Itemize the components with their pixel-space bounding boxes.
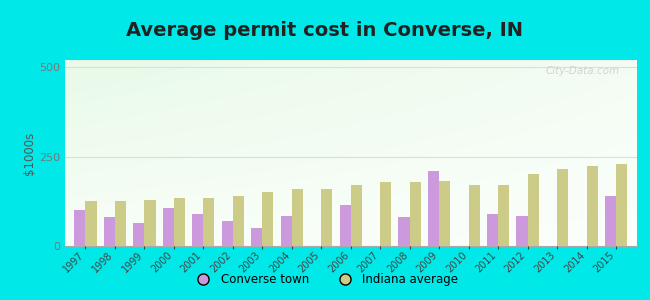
Bar (292, 189, 303, 246)
Bar (262, 192, 274, 246)
Bar (410, 182, 421, 246)
Bar (339, 205, 351, 246)
Bar (203, 198, 214, 246)
Bar (144, 200, 155, 246)
Bar (469, 185, 480, 246)
Bar (115, 201, 126, 246)
Bar (487, 214, 498, 246)
Bar (321, 189, 332, 246)
Y-axis label: $1000s: $1000s (23, 131, 36, 175)
Bar (174, 198, 185, 246)
Bar (586, 166, 598, 246)
Bar (398, 218, 410, 246)
Bar (428, 171, 439, 246)
Bar (85, 201, 97, 246)
Legend: Converse town, Indiana average: Converse town, Indiana average (187, 269, 463, 291)
Bar (251, 228, 262, 246)
Bar (439, 181, 450, 246)
Bar (498, 185, 510, 246)
Bar (616, 164, 627, 246)
Bar (103, 218, 115, 246)
Bar (222, 221, 233, 246)
Bar (380, 182, 391, 246)
Bar (528, 175, 539, 246)
Bar (192, 214, 203, 246)
Text: Average permit cost in Converse, IN: Average permit cost in Converse, IN (127, 21, 523, 40)
Bar (516, 216, 528, 246)
Bar (557, 169, 568, 246)
Bar (74, 210, 85, 246)
Bar (351, 185, 362, 246)
Text: City-Data.com: City-Data.com (546, 66, 620, 76)
Bar (281, 216, 292, 246)
Bar (605, 196, 616, 246)
Bar (133, 223, 144, 246)
Bar (162, 208, 174, 246)
Bar (233, 196, 244, 246)
